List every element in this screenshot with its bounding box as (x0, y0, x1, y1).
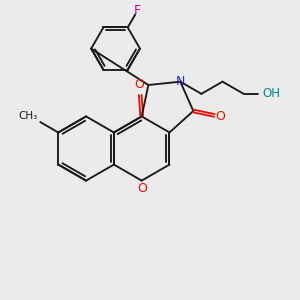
Text: N: N (176, 75, 185, 88)
Text: F: F (134, 4, 141, 17)
Text: CH₃: CH₃ (19, 111, 38, 121)
Text: O: O (134, 78, 144, 92)
Text: OH: OH (262, 87, 280, 100)
Text: O: O (215, 110, 225, 123)
Text: O: O (137, 182, 147, 195)
